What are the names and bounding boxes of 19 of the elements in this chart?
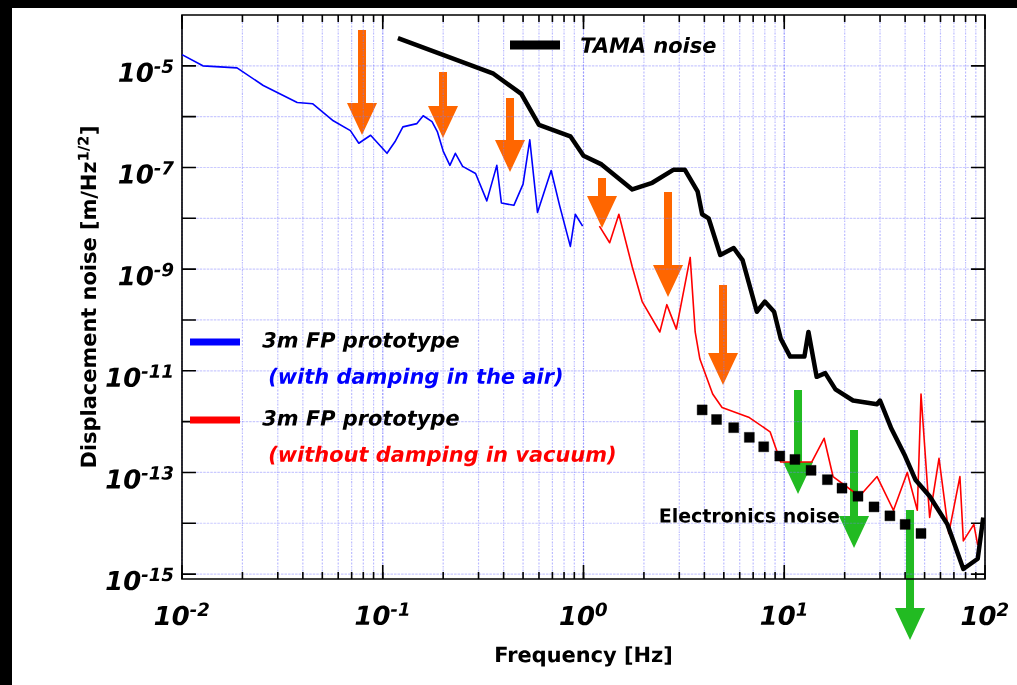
x-tick-label: 10$^{1}$ — [760, 602, 807, 626]
y-tick-label: 10$^{-15}$ — [106, 567, 174, 591]
legend-label: 3m FP prototype — [262, 331, 459, 353]
y-tick-label: 10$^{-11}$ — [106, 364, 172, 388]
legend-label: 3m FP prototype — [262, 409, 459, 431]
x-tick-label: 10$^{-1}$ — [355, 602, 409, 626]
x-tick-label: 10$^{2}$ — [961, 602, 1009, 626]
x-tick-label: 10$^{-2}$ — [154, 602, 209, 626]
annotation: (with damping in the air) — [269, 367, 562, 389]
y-axis-title: Displacement noise [m/Hz$^{1/2}$] — [77, 127, 101, 467]
series-label: Electronics noise — [660, 508, 839, 523]
x-axis-title: Frequency [Hz] — [496, 646, 671, 667]
x-tick-label: 10$^{0}$ — [560, 602, 607, 626]
y-tick-label: 10$^{-7}$ — [118, 161, 174, 184]
y-tick-label: 10$^{-5}$ — [118, 59, 174, 83]
y-tick-label: 10$^{-9}$ — [118, 262, 174, 286]
legend-label: TAMA noise — [581, 36, 716, 54]
y-tick-label: 10$^{-13}$ — [106, 466, 173, 489]
annotation: (without damping in vacuum) — [269, 445, 615, 467]
